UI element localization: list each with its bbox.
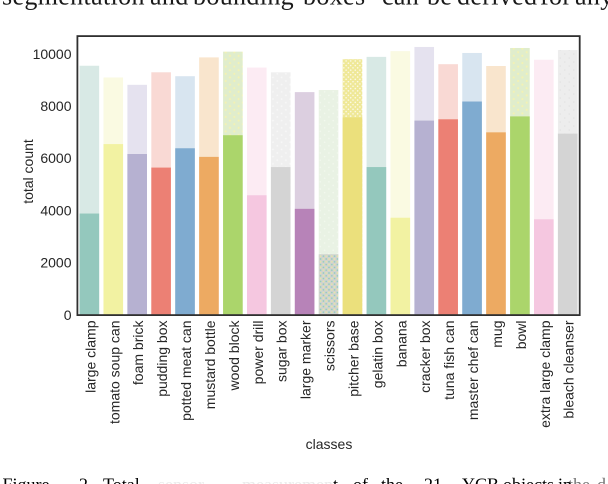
svg-text:pitcher base: pitcher base (345, 320, 361, 396)
svg-text:the: the (381, 475, 403, 484)
svg-text:Figure: Figure (3, 475, 50, 484)
svg-text:wood block: wood block (226, 320, 242, 392)
svg-text:2.: 2. (79, 475, 93, 484)
svg-text:power drill: power drill (250, 321, 266, 385)
svg-text:total count: total count (20, 139, 36, 204)
svg-text:can: can (382, 0, 419, 11)
svg-text:sugar box: sugar box (274, 321, 290, 382)
svg-text:in: in (558, 475, 572, 484)
svg-text:for: for (540, 0, 571, 11)
svg-text:of: of (353, 475, 368, 484)
svg-text:mug: mug (489, 321, 505, 348)
svg-text:pudding box: pudding box (154, 321, 170, 397)
svg-text:21: 21 (424, 475, 442, 484)
svg-text:scissors: scissors (322, 321, 338, 372)
svg-text:be: be (427, 0, 452, 11)
svg-text:derived: derived (457, 0, 537, 11)
svg-text:0: 0 (64, 307, 72, 323)
svg-text:2000: 2000 (40, 255, 71, 271)
svg-text:large clamp: large clamp (82, 320, 98, 393)
svg-text:foam brick: foam brick (130, 320, 146, 386)
svg-text:bounding: bounding (193, 0, 294, 11)
svg-text:d: d (597, 475, 606, 484)
svg-text:boxes: boxes (303, 0, 365, 11)
svg-text:classes: classes (306, 436, 353, 452)
svg-text:any: any (575, 0, 608, 11)
svg-text:tuna fish can: tuna fish can (441, 321, 457, 400)
svg-text:YCB: YCB (462, 475, 499, 484)
svg-text:t: t (333, 475, 338, 484)
svg-text:tomato soup can: tomato soup can (106, 321, 122, 425)
svg-text:10000: 10000 (33, 46, 72, 62)
svg-text:banana: banana (393, 320, 409, 367)
svg-text:sensor: sensor (158, 475, 204, 484)
svg-text:large marker: large marker (298, 320, 314, 399)
svg-text:mustard bottle: mustard bottle (202, 320, 218, 409)
svg-text:measuremen: measuremen (242, 475, 333, 484)
svg-text:bowl: bowl (513, 321, 529, 350)
svg-text:master chef can: master chef can (465, 321, 481, 421)
svg-text:gelatin box: gelatin box (369, 321, 385, 389)
svg-text:bleach cleanser: bleach cleanser (561, 320, 577, 418)
svg-text:Total: Total (103, 475, 140, 484)
svg-text:and: and (150, 0, 189, 11)
svg-text:potted meat can: potted meat can (178, 321, 194, 421)
svg-text:the: the (568, 475, 590, 484)
svg-text:8000: 8000 (40, 98, 71, 114)
svg-text:4000: 4000 (40, 202, 71, 218)
svg-text:segmentation: segmentation (2, 0, 145, 11)
svg-text:objects: objects (503, 475, 554, 484)
svg-text:extra large clamp: extra large clamp (537, 320, 553, 428)
svg-text:cracker box: cracker box (417, 321, 433, 393)
svg-text:6000: 6000 (40, 150, 71, 166)
